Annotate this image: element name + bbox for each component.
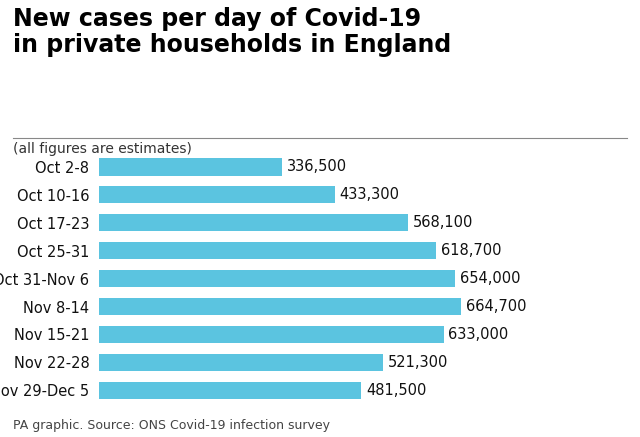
Text: New cases per day of Covid-19
in private households in England: New cases per day of Covid-19 in private…: [13, 7, 451, 57]
Text: 654,000: 654,000: [460, 271, 520, 286]
Text: PA graphic. Source: ONS Covid-19 infection survey: PA graphic. Source: ONS Covid-19 infecti…: [13, 419, 330, 432]
Text: 568,100: 568,100: [413, 215, 474, 230]
Bar: [99, 186, 335, 204]
Text: 481,500: 481,500: [366, 383, 426, 398]
Bar: [99, 354, 383, 371]
Text: (all figures are estimates): (all figures are estimates): [13, 142, 191, 156]
Bar: [99, 326, 444, 343]
Text: 521,300: 521,300: [388, 355, 448, 370]
Text: 433,300: 433,300: [340, 187, 400, 202]
Bar: [99, 382, 361, 399]
Bar: [99, 158, 282, 176]
Text: 618,700: 618,700: [441, 243, 501, 258]
Bar: [99, 242, 436, 259]
Bar: [99, 298, 461, 315]
Text: 664,700: 664,700: [466, 299, 526, 314]
Bar: [99, 214, 408, 232]
Text: 336,500: 336,500: [287, 160, 348, 174]
Text: 633,000: 633,000: [449, 327, 509, 342]
Bar: [99, 270, 455, 287]
